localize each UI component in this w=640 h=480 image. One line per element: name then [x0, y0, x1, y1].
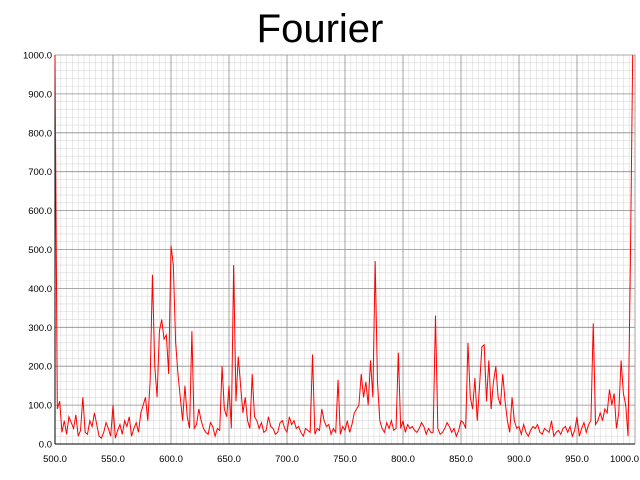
y-tick-label: 600.0 — [28, 206, 52, 217]
y-axis-tick-labels: 0.0 100.0 200.0 300.0 400.0 500.0 600.0 700.0 80… — [23, 51, 52, 451]
x-tick-label: 600.0 — [159, 454, 183, 465]
y-tick-label: 100.0 — [28, 401, 52, 412]
x-tick-label: 550.0 — [101, 454, 125, 465]
y-tick-label: 800.0 — [28, 128, 52, 139]
y-tick-label: 0.0 — [39, 440, 52, 451]
x-tick-label: 850.0 — [449, 454, 473, 465]
x-tick-label: 950.0 — [565, 454, 589, 465]
x-tick-label: 650.0 — [217, 454, 241, 465]
x-tick-label: 700.0 — [275, 454, 299, 465]
y-tick-label: 400.0 — [28, 284, 52, 295]
x-tick-label: 1000.0 — [610, 454, 639, 465]
series-line — [54, 54, 634, 439]
y-tick-label: 900.0 — [28, 89, 52, 100]
chart-title: Fourier — [257, 7, 384, 51]
x-tick-label: 800.0 — [391, 454, 415, 465]
y-tick-label: 200.0 — [28, 362, 52, 373]
x-tick-label: 500.0 — [43, 454, 67, 465]
x-tick-label: 900.0 — [507, 454, 531, 465]
y-tick-label: 1000.0 — [23, 51, 52, 62]
y-tick-label: 500.0 — [28, 245, 52, 256]
x-axis-tick-labels: 500.0 550.0 600.0 650.0 700.0 750.0 800.0 850.0… — [43, 454, 639, 465]
y-tick-label: 300.0 — [28, 323, 52, 334]
y-tick-label: 700.0 — [28, 167, 52, 178]
x-tick-label: 750.0 — [333, 454, 357, 465]
